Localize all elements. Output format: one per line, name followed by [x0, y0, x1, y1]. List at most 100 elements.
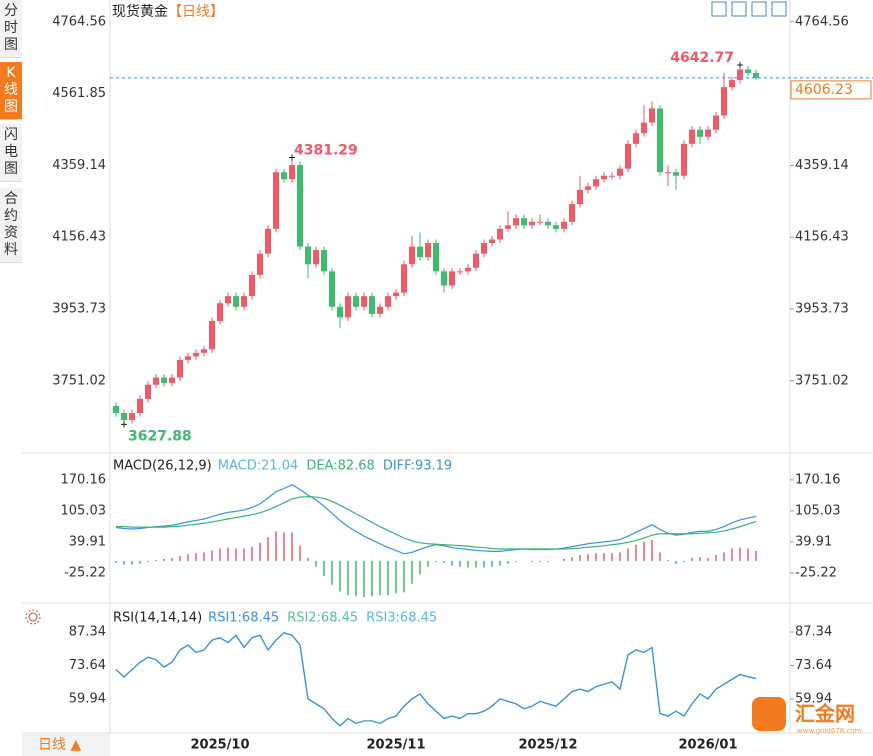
candle-body [745, 69, 751, 74]
tool-button[interactable] [731, 1, 747, 17]
tool-button[interactable] [711, 1, 727, 17]
candle-body [585, 186, 591, 190]
candle-body [249, 274, 255, 297]
x-tick-label: 2025/11 [366, 738, 425, 753]
candle-body [625, 143, 631, 169]
macd-bar [331, 560, 333, 585]
watermark-url: www.gold678.com [797, 727, 862, 735]
settings-icon[interactable] [25, 609, 41, 625]
macd-bar [187, 554, 189, 561]
y-tick-label: 3953.73 [52, 301, 106, 316]
candle-body [465, 267, 471, 272]
macd-bar [699, 557, 701, 561]
macd-bar [491, 560, 493, 567]
macd-bar [515, 560, 517, 562]
candle-body [297, 165, 303, 247]
macd-bar [475, 560, 477, 568]
candle-body [665, 172, 671, 174]
candle-body [617, 168, 623, 176]
macd-bar [395, 560, 397, 594]
candle-body [329, 271, 335, 307]
macd-bar [115, 560, 117, 563]
candle-body [689, 129, 695, 144]
candle-body [369, 296, 375, 314]
y-tick-label-right: 3751.02 [795, 373, 849, 388]
tool-button[interactable] [771, 1, 787, 17]
candle-body [577, 189, 583, 205]
y-tick-label-right: 170.16 [795, 472, 841, 487]
candle-body [425, 243, 431, 258]
macd-bar [283, 532, 285, 561]
candle-body [449, 271, 455, 286]
macd-line [116, 495, 757, 550]
macd-bar [347, 560, 349, 596]
y-tick-label: 73.64 [69, 658, 106, 673]
watermark: 汇金网 [795, 702, 855, 726]
candle-body [593, 179, 599, 187]
y-tick-label: 4359.14 [52, 158, 106, 173]
y-tick-label: -25.22 [64, 565, 106, 580]
period-button[interactable]: 日线 ▲ [22, 734, 110, 756]
legend-entry: RSI2:68.45 [287, 611, 358, 626]
macd-bar [499, 560, 501, 566]
sidebar-tab[interactable]: 合约资料 [0, 188, 22, 263]
candle-body [233, 296, 239, 307]
macd-bar [659, 552, 661, 561]
y-tick-label-right: 59.94 [795, 692, 832, 707]
last-price-box [790, 80, 872, 100]
candle-body [361, 296, 367, 307]
candle-body [289, 165, 295, 180]
candle-body [569, 204, 575, 222]
macd-bar [755, 550, 757, 561]
y-tick-label: 87.34 [69, 624, 106, 639]
candle-body [537, 221, 543, 223]
candle-body [657, 108, 663, 173]
macd-bar [355, 560, 357, 597]
high-label: 4381.29 [294, 143, 358, 159]
macd-bar [363, 560, 365, 598]
toolbar[interactable] [711, 1, 787, 17]
tool-button[interactable] [751, 1, 767, 17]
candle-body [337, 306, 343, 318]
macd-bar [571, 557, 573, 561]
sidebar-tab[interactable]: 分时图 [0, 0, 22, 58]
macd-bar [411, 560, 413, 584]
candle-body [257, 253, 263, 275]
macd-line [115, 484, 757, 555]
sidebar-tab[interactable]: K线图 [0, 62, 22, 120]
candle-body [417, 246, 423, 258]
y-tick-label: 4156.43 [52, 230, 106, 245]
candle-body [273, 172, 279, 229]
candle-body [697, 129, 703, 137]
candle-body [217, 303, 223, 321]
y-tick-label: 3751.02 [52, 373, 106, 388]
legend-entry: DIFF:93.19 [383, 459, 452, 474]
y-tick-label-right: 3953.73 [795, 301, 849, 316]
period: 【日线】 [168, 4, 224, 20]
candle-body [305, 246, 311, 265]
last-price-label: 4606.23 [795, 82, 853, 98]
macd-bar [691, 558, 693, 561]
candle-body [393, 292, 399, 297]
macd-bar [563, 559, 565, 561]
candle-body [649, 108, 655, 123]
macd-bar [387, 560, 389, 596]
macd-bar [451, 560, 453, 566]
macd-bar [539, 560, 541, 562]
candle-body [433, 243, 439, 272]
candle-body [345, 296, 351, 318]
macd-bar [483, 560, 485, 568]
macd-bar [251, 546, 253, 561]
macd-bar [531, 560, 533, 562]
macd-bar [627, 548, 629, 561]
candle-body [145, 384, 151, 399]
sidebar-tab[interactable]: 闪电图 [0, 124, 22, 182]
candle-body [193, 352, 199, 357]
candle-body [241, 296, 247, 307]
candle-body [729, 80, 735, 88]
candle-body [473, 253, 479, 268]
rsi-line [115, 632, 757, 727]
candle-body [497, 228, 503, 240]
macd-bar [403, 560, 405, 593]
